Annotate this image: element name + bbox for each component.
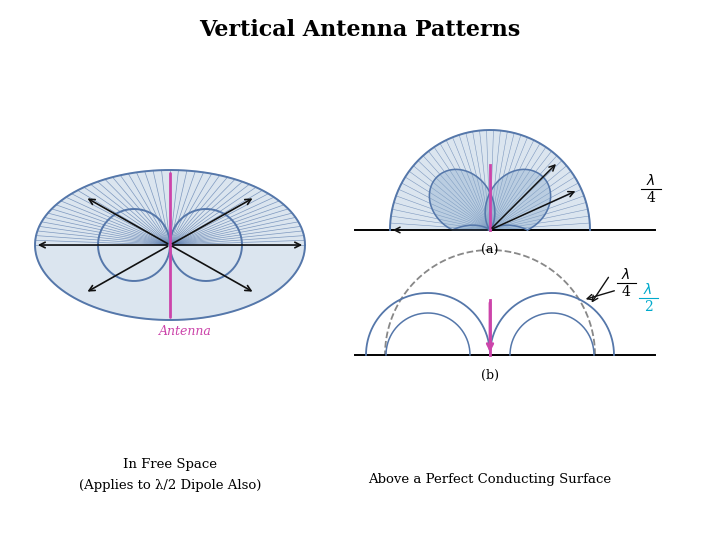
Text: 4: 4 <box>621 285 631 299</box>
Text: 2: 2 <box>644 300 652 314</box>
Text: $\lambda$: $\lambda$ <box>621 267 631 282</box>
Polygon shape <box>429 170 528 230</box>
Text: (b): (b) <box>481 369 499 382</box>
Text: In Free Space
(Applies to λ/2 Dipole Also): In Free Space (Applies to λ/2 Dipole Als… <box>78 458 261 492</box>
Polygon shape <box>390 130 590 230</box>
Polygon shape <box>35 170 305 320</box>
Text: (a): (a) <box>481 244 499 257</box>
Text: $\lambda$: $\lambda$ <box>643 282 653 297</box>
Text: $\lambda$: $\lambda$ <box>647 173 656 188</box>
Text: Vertical Antenna Patterns: Vertical Antenna Patterns <box>199 19 521 41</box>
Text: Above a Perfect Conducting Surface: Above a Perfect Conducting Surface <box>369 474 611 487</box>
Polygon shape <box>452 170 551 230</box>
Text: Antenna: Antenna <box>158 325 212 338</box>
Text: 4: 4 <box>647 191 655 205</box>
